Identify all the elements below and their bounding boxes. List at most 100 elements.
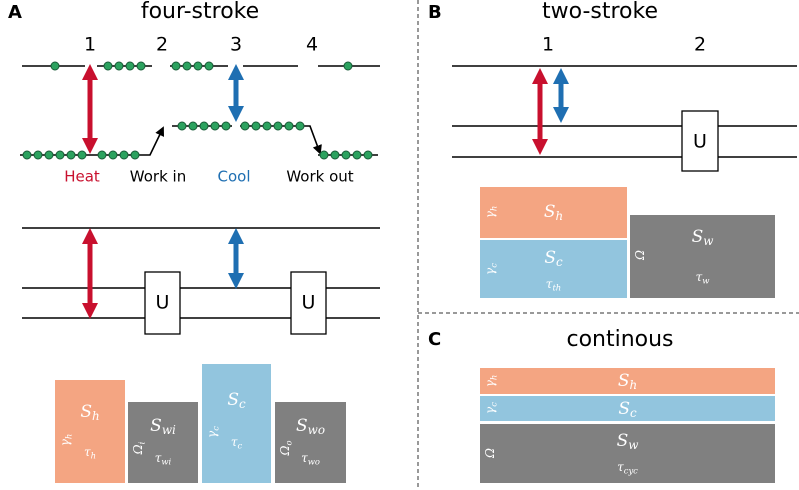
symbol: Sw <box>692 227 714 249</box>
stroke-label: Cool <box>218 168 251 186</box>
symbol-sub: cyc <box>624 465 638 475</box>
atom <box>182 61 192 71</box>
gate <box>144 271 181 335</box>
symbol-main: S <box>227 390 239 410</box>
symbol: Sc <box>227 390 246 412</box>
symbol-main: τ <box>617 460 624 474</box>
step-label: 1 <box>84 34 96 56</box>
panel-letter: B <box>428 2 442 23</box>
atom <box>204 61 214 71</box>
symbol-main: S <box>617 431 629 451</box>
symbol: Ωi <box>131 441 147 455</box>
symbol-main: Ω <box>278 446 292 457</box>
symbol: Ωo <box>278 441 294 457</box>
atom <box>221 121 231 131</box>
symbol-main: S <box>692 227 704 247</box>
atom <box>251 121 261 131</box>
symbol-main: τ <box>696 270 703 284</box>
symbol: Sh <box>544 202 563 224</box>
symbol-main: S <box>150 416 162 436</box>
symbol: γh <box>483 375 499 388</box>
symbol-sub: c <box>488 402 498 407</box>
symbol-main: S <box>618 399 630 419</box>
symbol-main: γ <box>58 438 72 446</box>
stroke-label: Heat <box>64 168 100 186</box>
atom <box>240 121 250 131</box>
stroke-label: Work in <box>130 168 186 186</box>
symbol: Swi <box>150 416 176 438</box>
symbol-sub: i <box>136 441 146 444</box>
atom <box>44 150 54 160</box>
block <box>202 364 271 483</box>
atom <box>22 150 32 160</box>
block <box>480 396 775 421</box>
symbol-main: Ω <box>633 250 647 261</box>
atom <box>363 150 373 160</box>
atom <box>66 150 76 160</box>
atom <box>199 121 209 131</box>
symbol-sub: wi <box>162 423 176 437</box>
gate-label: U <box>693 131 707 153</box>
symbol: γc <box>205 426 221 438</box>
symbol-sub: w <box>628 438 638 452</box>
symbol-main: τ <box>84 445 91 459</box>
atom <box>188 121 198 131</box>
atom <box>319 150 329 160</box>
symbol: τw <box>696 270 710 286</box>
symbol-main: τ <box>301 451 308 465</box>
atom <box>33 150 43 160</box>
atom <box>262 121 272 131</box>
atom <box>55 150 65 160</box>
atom <box>108 150 118 160</box>
block <box>480 240 627 298</box>
symbol-main: Ω <box>131 444 145 455</box>
symbol-sub: w <box>703 234 713 248</box>
step-label: 2 <box>694 34 706 56</box>
panel-letter: A <box>8 2 22 23</box>
block <box>55 380 125 483</box>
symbol-sub: h <box>91 450 96 460</box>
step-label: 2 <box>156 34 168 56</box>
step-label: 1 <box>542 34 554 56</box>
atom <box>119 150 129 160</box>
symbol-sub: h <box>629 378 637 392</box>
panel-letter: C <box>428 329 441 350</box>
symbol: γh <box>58 434 74 447</box>
symbol-main: τ <box>155 451 162 465</box>
atom <box>130 150 140 160</box>
symbol-sub: wo <box>308 456 320 466</box>
atom <box>97 150 107 160</box>
block <box>128 402 198 483</box>
atom <box>352 150 362 160</box>
symbol-sub: o <box>283 441 293 446</box>
block <box>275 402 346 483</box>
gate <box>681 110 719 172</box>
atom <box>114 61 124 71</box>
symbol-main: S <box>296 416 308 436</box>
atom <box>171 61 181 71</box>
gate-label: U <box>302 292 316 314</box>
symbol: τh <box>84 445 96 461</box>
symbol-sub: wi <box>161 456 171 466</box>
symbol-sub: h <box>488 206 498 211</box>
symbol: τc <box>231 435 243 451</box>
symbol: Swo <box>296 416 325 438</box>
symbol: Sw <box>617 431 639 453</box>
symbol: γc <box>483 263 499 275</box>
symbol: Sh <box>618 371 637 393</box>
symbol-main: S <box>544 202 556 222</box>
symbol: τwo <box>301 451 320 467</box>
symbol-sub: c <box>488 263 498 268</box>
symbol-sub: h <box>555 209 563 223</box>
symbol: τth <box>546 277 561 293</box>
symbol: γc <box>483 402 499 414</box>
atom <box>193 61 203 71</box>
gate <box>290 271 327 335</box>
atom <box>136 61 146 71</box>
symbol-sub: c <box>630 406 637 420</box>
symbol-sub: c <box>210 426 220 431</box>
symbol-main: τ <box>546 277 553 291</box>
atom <box>77 150 87 160</box>
symbol: Ω <box>483 448 497 459</box>
